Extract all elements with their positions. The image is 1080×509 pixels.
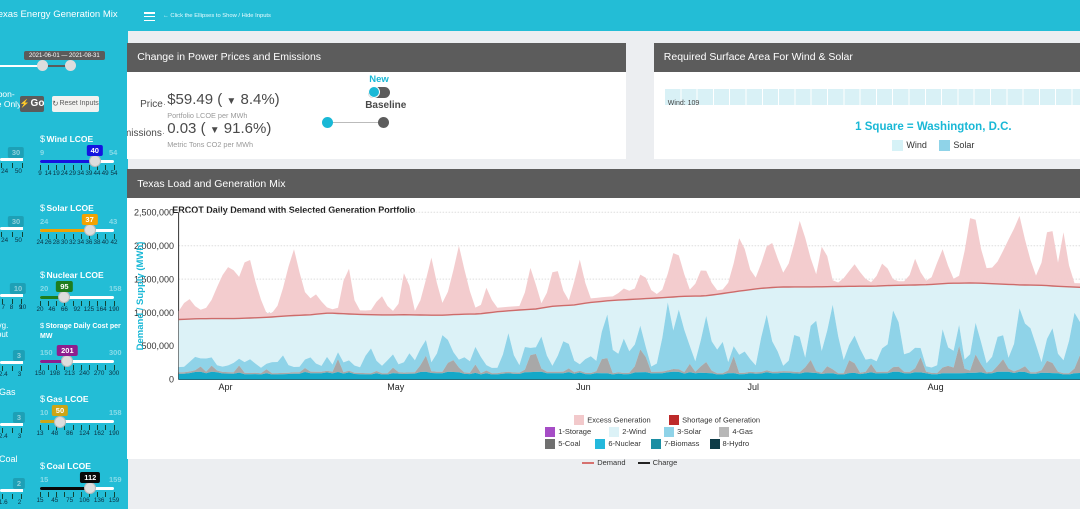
svg-text:May: May xyxy=(387,382,405,392)
svg-text:2,500,000: 2,500,000 xyxy=(134,208,174,218)
svg-text:2,000,000: 2,000,000 xyxy=(134,241,174,251)
svg-text:1,000,000: 1,000,000 xyxy=(134,308,174,318)
svg-text:0: 0 xyxy=(169,375,174,385)
svg-text:Jun: Jun xyxy=(576,382,591,392)
svg-text:Demand / Supply (MWh): Demand / Supply (MWh) xyxy=(135,242,146,351)
svg-text:1,500,000: 1,500,000 xyxy=(134,274,174,284)
svg-text:Apr: Apr xyxy=(219,382,233,392)
svg-text:Jul: Jul xyxy=(748,382,760,392)
svg-text:Aug: Aug xyxy=(928,382,944,392)
svg-text:500,000: 500,000 xyxy=(141,341,174,351)
